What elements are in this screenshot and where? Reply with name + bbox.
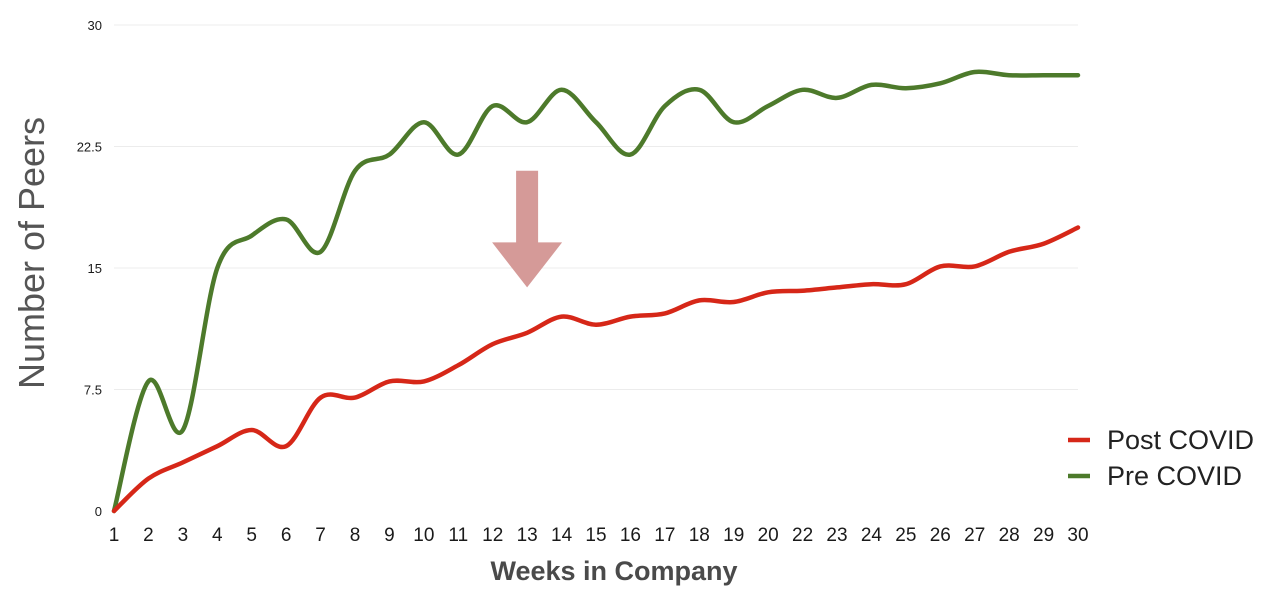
x-tick-label: 26 <box>930 525 951 546</box>
x-tick-label: 5 <box>246 525 257 546</box>
series-line-post-covid <box>111 225 1081 514</box>
x-tick-label: 25 <box>895 525 916 546</box>
x-tick-label: 2 <box>143 525 154 546</box>
y-tick-label: 15 <box>88 261 102 276</box>
y-tick-label: 7.5 <box>84 383 102 398</box>
gridlines <box>114 24 1078 390</box>
series-lines <box>111 69 1081 514</box>
x-tick-label: 16 <box>620 525 641 546</box>
x-tick-label: 14 <box>551 525 573 546</box>
legend-label: Pre COVID <box>1107 461 1242 491</box>
y-axis-ticks: 0 7.5 15 22.5 30 <box>77 18 102 519</box>
y-axis-title: Number of Peers <box>11 117 52 389</box>
y-tick-label: 22.5 <box>77 140 102 155</box>
x-axis-title: Weeks in Company <box>490 556 737 586</box>
x-tick-label: 28 <box>999 525 1020 546</box>
x-tick-label: 23 <box>826 525 847 546</box>
x-tick-label: 18 <box>689 525 710 546</box>
x-tick-label: 20 <box>758 525 779 546</box>
x-tick-label: 29 <box>1033 525 1054 546</box>
x-tick-label: 12 <box>482 525 503 546</box>
x-tick-label: 10 <box>413 525 434 546</box>
x-tick-label: 15 <box>585 525 606 546</box>
x-tick-label: 7 <box>315 525 326 546</box>
x-tick-label: 6 <box>281 525 292 546</box>
x-axis-ticks: 1 2 3 4 5 6 7 8 9 10 11 12 13 14 15 16 17 18 19 20 22 23 24 25 2… <box>109 525 1089 546</box>
x-tick-label: 1 <box>109 525 120 546</box>
x-tick-label: 30 <box>1067 525 1088 546</box>
y-tick-label: 0 <box>95 504 102 519</box>
series-line-pre-covid <box>111 69 1081 514</box>
x-tick-label: 3 <box>178 525 189 546</box>
x-tick-label: 27 <box>964 525 985 546</box>
x-tick-label: 19 <box>723 525 744 546</box>
down-arrow-annotation <box>492 170 563 288</box>
legend: Post COVID Pre COVID <box>1068 425 1254 491</box>
x-tick-label: 13 <box>517 525 538 546</box>
x-tick-label: 11 <box>448 525 468 546</box>
annotations <box>492 170 563 288</box>
legend-label: Post COVID <box>1107 425 1254 455</box>
x-tick-label: 8 <box>350 525 361 546</box>
x-tick-label: 22 <box>792 525 813 546</box>
x-tick-label: 17 <box>654 525 675 546</box>
y-tick-label: 30 <box>88 18 102 33</box>
x-tick-label: 24 <box>861 525 883 546</box>
x-tick-label: 4 <box>212 525 223 546</box>
x-tick-label: 9 <box>384 525 395 546</box>
